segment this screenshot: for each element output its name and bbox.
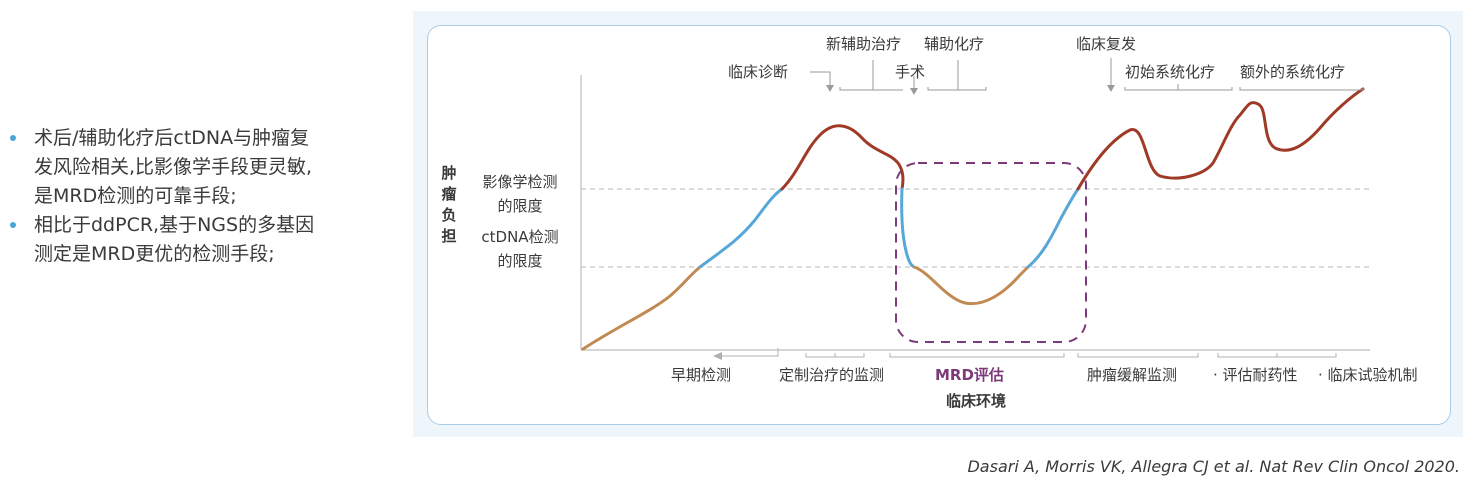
citation: Dasari A, Morris VK, Allegra CJ et al. N… bbox=[967, 457, 1460, 476]
event-label-relapse: 临床复发 bbox=[1076, 35, 1136, 53]
bottom-label-resistance: · 评估耐药性 bbox=[1213, 366, 1298, 384]
remission-bracket bbox=[1077, 353, 1199, 358]
ctdna-limit-label-line-2: 的限度 bbox=[497, 252, 542, 270]
bottom-label-mrd: MRD评估 bbox=[935, 366, 1004, 384]
bullet-1-line-3: 是MRD检测的可靠手段; bbox=[34, 185, 237, 207]
diagnosis-connector bbox=[810, 71, 831, 86]
event-label-neoadjuvant: 新辅助治疗 bbox=[826, 35, 901, 53]
event-label-initial-systemic: 初始系统化疗 bbox=[1125, 63, 1215, 81]
event-label-surgery: 手术 bbox=[895, 63, 925, 81]
y-axis-label-char-3: 负 bbox=[441, 206, 456, 224]
additional-systemic-bracket bbox=[1239, 87, 1364, 91]
diagram-card bbox=[427, 25, 1451, 425]
bottom-label-remission: 肿瘤缓解监测 bbox=[1087, 366, 1177, 384]
event-label-diagnosis: 临床诊断 bbox=[728, 63, 788, 81]
bullet-dot bbox=[10, 135, 16, 141]
event-label-additional-systemic: 额外的系统化疗 bbox=[1240, 63, 1345, 81]
curve-segment-early-subclinical bbox=[581, 265, 702, 351]
diagnosis-arrow-head bbox=[826, 85, 834, 92]
bullet-2-line-1: 相比于ddPCR,基于NGS的多基因 bbox=[34, 214, 315, 236]
adjuvant-bracket bbox=[927, 87, 987, 91]
event-label-adjuvant: 辅助化疗 bbox=[924, 35, 984, 53]
bullet-item-2: 相比于ddPCR,基于NGS的多基因 测定是MRD更优的检测手段; bbox=[8, 211, 400, 269]
x-axis-label: 临床环境 bbox=[946, 392, 1006, 410]
bullet-2-line-2: 测定是MRD更优的检测手段; bbox=[34, 243, 275, 265]
imaging-limit-label-line-2: 的限度 bbox=[497, 197, 542, 215]
relapse-arrow-head bbox=[1107, 85, 1115, 92]
y-axis-label-char-2: 瘤 bbox=[441, 185, 456, 203]
early-detection-arrow-head bbox=[713, 352, 722, 360]
curve-segment-mrd-nadir bbox=[912, 265, 1030, 306]
curve-segment-clinical-relapse bbox=[1076, 87, 1365, 191]
bullet-1-line-2: 发风险相关,比影像学手段更灵敏, bbox=[34, 156, 313, 178]
mrd-assessment-box bbox=[895, 162, 1087, 343]
curve-segment-clinical-disease bbox=[780, 124, 905, 191]
curve-segment-molecular-relapse bbox=[1026, 187, 1080, 269]
bottom-label-monitoring: 定制治疗的监测 bbox=[779, 366, 884, 384]
neoadjuvant-bracket bbox=[839, 60, 874, 91]
bottom-label-early-detection: 早期检测 bbox=[671, 366, 731, 384]
surgery-arrow-head bbox=[910, 88, 918, 95]
early-detection-bracket bbox=[720, 348, 779, 357]
bullet-dot bbox=[10, 222, 16, 228]
mrd-bracket bbox=[889, 353, 1065, 358]
imaging-limit-label-line-1: 影像学检测 bbox=[482, 173, 557, 191]
bottom-label-trial: · 临床试验机制 bbox=[1318, 366, 1418, 384]
ctdna-limit-label-line-1: ctDNA检测 bbox=[481, 228, 558, 246]
y-axis-label-char-4: 担 bbox=[441, 227, 456, 245]
bullet-1-line-1: 术后/辅助化疗后ctDNA与肿瘤复 bbox=[34, 127, 310, 149]
bullet-list: 术后/辅助化疗后ctDNA与肿瘤复 发风险相关,比影像学手段更灵敏, 是MRD检… bbox=[8, 124, 400, 269]
y-axis-label-char-1: 肿 bbox=[441, 164, 456, 182]
curve-segment-post-treatment-drop bbox=[900, 187, 916, 269]
curve-segment-early-ctdna-detectable bbox=[698, 187, 784, 269]
bullet-item-1: 术后/辅助化疗后ctDNA与肿瘤复 发风险相关,比影像学手段更灵敏, 是MRD检… bbox=[8, 124, 400, 211]
